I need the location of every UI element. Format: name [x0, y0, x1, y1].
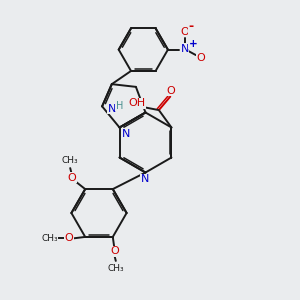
Text: OH: OH	[128, 98, 145, 109]
Text: N: N	[181, 44, 189, 54]
Text: H: H	[116, 101, 123, 111]
Text: O: O	[110, 246, 119, 256]
Text: CH₃: CH₃	[62, 156, 79, 165]
Text: CH₃: CH₃	[41, 234, 58, 243]
Text: O: O	[197, 53, 206, 63]
Text: N: N	[141, 174, 149, 184]
Text: N: N	[122, 129, 130, 139]
Text: O: O	[64, 233, 73, 243]
Text: CH₃: CH₃	[107, 264, 124, 273]
Text: O: O	[67, 173, 76, 183]
Text: O: O	[180, 27, 189, 37]
Text: -: -	[189, 20, 194, 33]
Text: +: +	[188, 39, 197, 49]
Text: O: O	[167, 85, 175, 96]
Text: N: N	[107, 104, 116, 114]
